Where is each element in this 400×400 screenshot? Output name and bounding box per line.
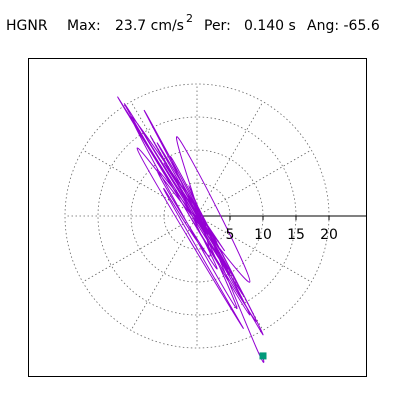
end-marker — [259, 352, 267, 360]
plot-frame — [28, 58, 367, 377]
grid-spoke — [196, 149, 312, 217]
max-label: Max: — [67, 18, 101, 34]
max-exponent: 2 — [186, 12, 193, 25]
r-tick-label: 10 — [254, 227, 272, 243]
grid-spoke — [130, 215, 198, 331]
trajectory — [117, 96, 265, 363]
station: HGNR — [6, 18, 48, 34]
r-tick-label: 15 — [287, 227, 305, 243]
per-label: Per: — [204, 18, 231, 34]
ang-label: Ang: -65.6 — [307, 18, 380, 34]
r-tick-label: 20 — [320, 227, 338, 243]
per-value: 0.140 s — [244, 18, 296, 34]
max-value: 23.7 cm/s — [115, 18, 184, 34]
r-tick-label: 5 — [226, 227, 235, 243]
